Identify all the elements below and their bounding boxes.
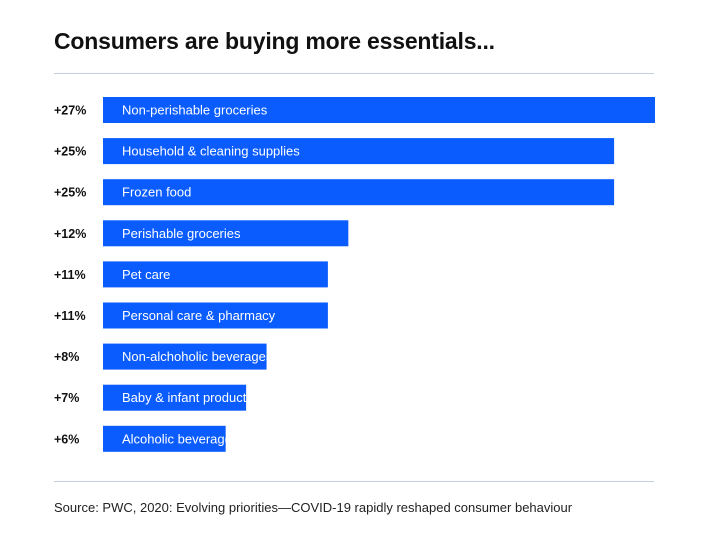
category-label: Baby & infant products (122, 390, 253, 405)
value-label: +6% (54, 432, 79, 446)
value-label: +12% (54, 227, 86, 241)
category-label: Personal care & pharmacy (122, 308, 276, 323)
value-label: +27% (54, 104, 86, 118)
value-label: +25% (54, 145, 86, 159)
bar (103, 425, 226, 452)
source-note: Source: PWC, 2020: Evolving priorities—C… (54, 500, 573, 515)
value-label: +11% (54, 268, 86, 282)
chart-title: Consumers are buying more essentials... (54, 28, 495, 54)
category-label: Frozen food (122, 185, 191, 200)
bar (103, 343, 267, 370)
top-divider (54, 73, 654, 74)
category-label: Household & cleaning supplies (122, 144, 300, 159)
category-label: Non-alchoholic beverages (122, 349, 273, 364)
category-label: Alcoholic beverages & tobacco (122, 431, 300, 446)
value-label: +7% (54, 391, 79, 405)
bar (103, 97, 655, 123)
bottom-divider (54, 481, 654, 482)
bar (103, 261, 328, 288)
bar (103, 384, 247, 411)
category-label: Pet care (122, 267, 170, 282)
category-label: Non-perishable groceries (122, 103, 268, 118)
bar (103, 179, 615, 206)
value-label: +11% (54, 309, 86, 323)
bar (103, 302, 328, 329)
value-label: +25% (54, 186, 86, 200)
bar (103, 138, 615, 165)
category-label: Perishable groceries (122, 226, 241, 241)
value-label: +8% (54, 350, 79, 364)
bar (103, 220, 349, 247)
